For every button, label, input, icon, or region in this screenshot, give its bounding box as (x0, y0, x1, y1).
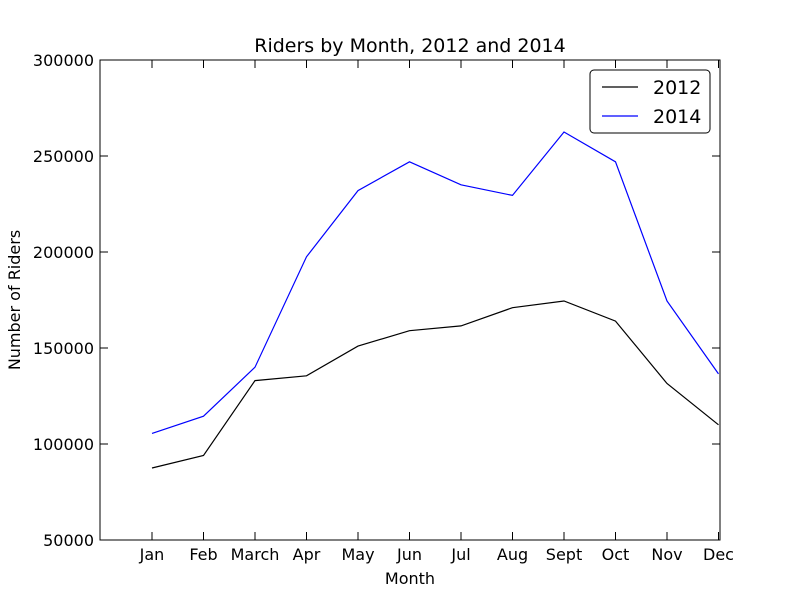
x-tick-label: Jan (139, 545, 165, 564)
y-tick-label: 150000 (33, 339, 94, 358)
x-tick-label: Nov (651, 545, 682, 564)
x-tick-label: Feb (189, 545, 217, 564)
series-line-2012 (151, 300, 719, 469)
y-tick-label: 100000 (33, 435, 94, 454)
x-tick-label: Sept (546, 545, 582, 564)
legend-box (589, 69, 711, 134)
series-line-2014 (151, 131, 719, 434)
x-tick-label: Oct (602, 545, 630, 564)
legend-label-2014: 2014 (653, 106, 701, 128)
y-tick-label: 200000 (33, 243, 94, 262)
y-tick-label: 250000 (33, 147, 94, 166)
legend-label-2012: 2012 (653, 77, 701, 99)
x-tick-label: Jul (450, 545, 470, 564)
x-tick-label: Jun (396, 545, 422, 564)
y-tick-label: 300000 (33, 51, 94, 70)
x-tick-label: Apr (293, 545, 321, 564)
x-tick-label: May (341, 545, 374, 564)
x-tick-label: Dec (703, 545, 734, 564)
legend: 2012 2014 (589, 69, 711, 134)
chart-title: Riders by Month, 2012 and 2014 (254, 35, 566, 57)
x-tick-label: March (231, 545, 280, 564)
y-tick-label: 50000 (43, 531, 94, 550)
x-axis-label: Month (385, 569, 435, 588)
y-axis-label: Number of Riders (5, 230, 24, 370)
x-tick-label: Aug (497, 545, 528, 564)
plot-area: 50000 100000 150000 200000 250000 300000 Jan Fe… (33, 51, 734, 564)
